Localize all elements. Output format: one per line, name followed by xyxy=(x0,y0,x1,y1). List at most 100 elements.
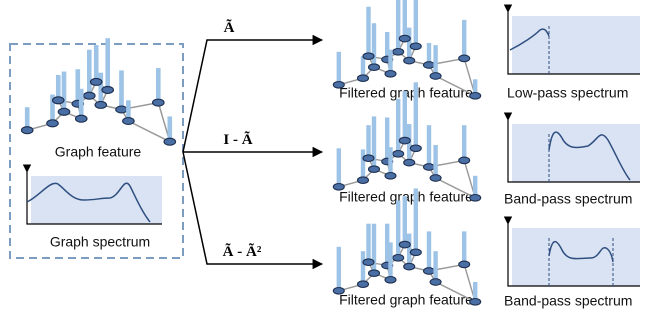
graph-node xyxy=(430,279,441,286)
graph-node xyxy=(164,138,176,145)
feature-bar xyxy=(366,125,370,158)
graph-node xyxy=(385,277,396,284)
feature-bar xyxy=(372,224,376,274)
page: Graph feature Graph spectrum Ã I - Ã Ã -… xyxy=(0,0,647,318)
spectrum-label: Band-pass spectrum xyxy=(504,191,632,207)
graph-node xyxy=(424,268,435,275)
feature-bar xyxy=(337,148,341,187)
feature-bar xyxy=(366,7,370,57)
feature-bar xyxy=(414,189,418,253)
feature-bar xyxy=(79,89,84,119)
graph-node xyxy=(76,115,88,122)
graph-node xyxy=(393,255,404,262)
feature-bar xyxy=(62,72,67,112)
feature-bar xyxy=(414,0,418,46)
feature-bar xyxy=(403,91,407,141)
graph-node xyxy=(424,62,435,69)
feature-bar xyxy=(396,99,400,154)
graph-node xyxy=(333,288,344,295)
feature-bar xyxy=(414,82,418,148)
graph-node xyxy=(385,173,396,180)
branch-arrows xyxy=(183,40,322,264)
graph-node xyxy=(363,259,374,266)
graph-node xyxy=(369,166,380,173)
graph-node xyxy=(333,82,344,89)
graph-node xyxy=(90,78,102,85)
operator: Ã - Ã² xyxy=(223,242,262,260)
graph-node xyxy=(333,184,344,191)
filtered-label: Filtered graph feature xyxy=(339,292,473,308)
graph-node xyxy=(424,164,435,171)
spectrum-bg xyxy=(512,228,640,286)
feature-bar xyxy=(407,28,411,61)
graph-node xyxy=(21,127,33,134)
feature-bar xyxy=(427,231,431,271)
spectrum-label: Band-pass spectrum xyxy=(504,293,632,309)
graph-spectrum-label: Graph spectrum xyxy=(50,234,150,250)
feature-bar xyxy=(388,147,392,176)
graph-node xyxy=(385,71,396,78)
graph-node xyxy=(363,53,374,60)
operator: I - Ã xyxy=(223,130,252,148)
graph-node xyxy=(470,195,481,202)
graph-node xyxy=(393,151,404,158)
graph-node xyxy=(53,97,65,104)
graph-node xyxy=(358,75,369,82)
graph-node xyxy=(399,137,410,144)
feature-bar xyxy=(433,251,437,282)
spectrum-bg xyxy=(512,16,640,74)
diagram: Graph feature Graph spectrum Ã I - Ã Ã -… xyxy=(0,0,647,318)
feature-bar xyxy=(396,0,400,52)
feature-bar xyxy=(87,50,92,96)
graph-node xyxy=(410,43,421,50)
feature-bar xyxy=(433,145,437,178)
feature-bar xyxy=(372,23,376,67)
graph-node xyxy=(470,93,481,100)
feature-bar xyxy=(462,20,466,59)
spectrum-label: Low-pass spectrum xyxy=(507,85,628,101)
graph-node xyxy=(430,73,441,80)
graph-node xyxy=(399,241,410,248)
feature-bar xyxy=(337,247,341,291)
feature-bar xyxy=(388,242,392,279)
graph-node xyxy=(95,101,107,108)
graph-node xyxy=(399,35,410,42)
graph xyxy=(333,189,480,306)
feature-bar xyxy=(372,116,376,169)
graph-node xyxy=(393,49,404,56)
feature-bar xyxy=(407,234,411,267)
spectrum-bg xyxy=(31,176,162,224)
graph xyxy=(21,38,175,145)
graph-node xyxy=(116,106,128,113)
operator: Ã xyxy=(224,18,235,36)
graph-node xyxy=(459,261,470,268)
feature-bar xyxy=(462,231,466,264)
feature-bar xyxy=(105,38,110,90)
graph-node xyxy=(363,155,374,162)
feature-bar xyxy=(462,125,466,160)
feature-bar xyxy=(433,45,437,76)
feature-bar xyxy=(361,251,365,284)
graph-node xyxy=(410,249,421,256)
graph-node xyxy=(459,55,470,62)
graph-node xyxy=(369,64,380,71)
graph-node xyxy=(410,145,421,152)
graph-node xyxy=(84,92,96,99)
graph-node xyxy=(58,108,70,115)
graph-node xyxy=(102,87,114,94)
graph-node xyxy=(459,157,470,164)
feature-bar xyxy=(403,196,407,244)
feature-bar xyxy=(337,52,341,85)
graph-feature-label: Graph feature xyxy=(55,144,142,160)
graph-node xyxy=(153,99,165,106)
graph-node xyxy=(123,118,134,125)
graph-node xyxy=(369,270,380,277)
graph-node xyxy=(404,159,415,166)
feature-bar xyxy=(366,224,370,263)
feature-bar xyxy=(156,68,161,103)
graph-node xyxy=(358,281,369,288)
feature-bar xyxy=(403,0,407,39)
feature-bar xyxy=(119,70,124,109)
feature-bar xyxy=(396,201,400,258)
feature-bar xyxy=(361,149,365,180)
